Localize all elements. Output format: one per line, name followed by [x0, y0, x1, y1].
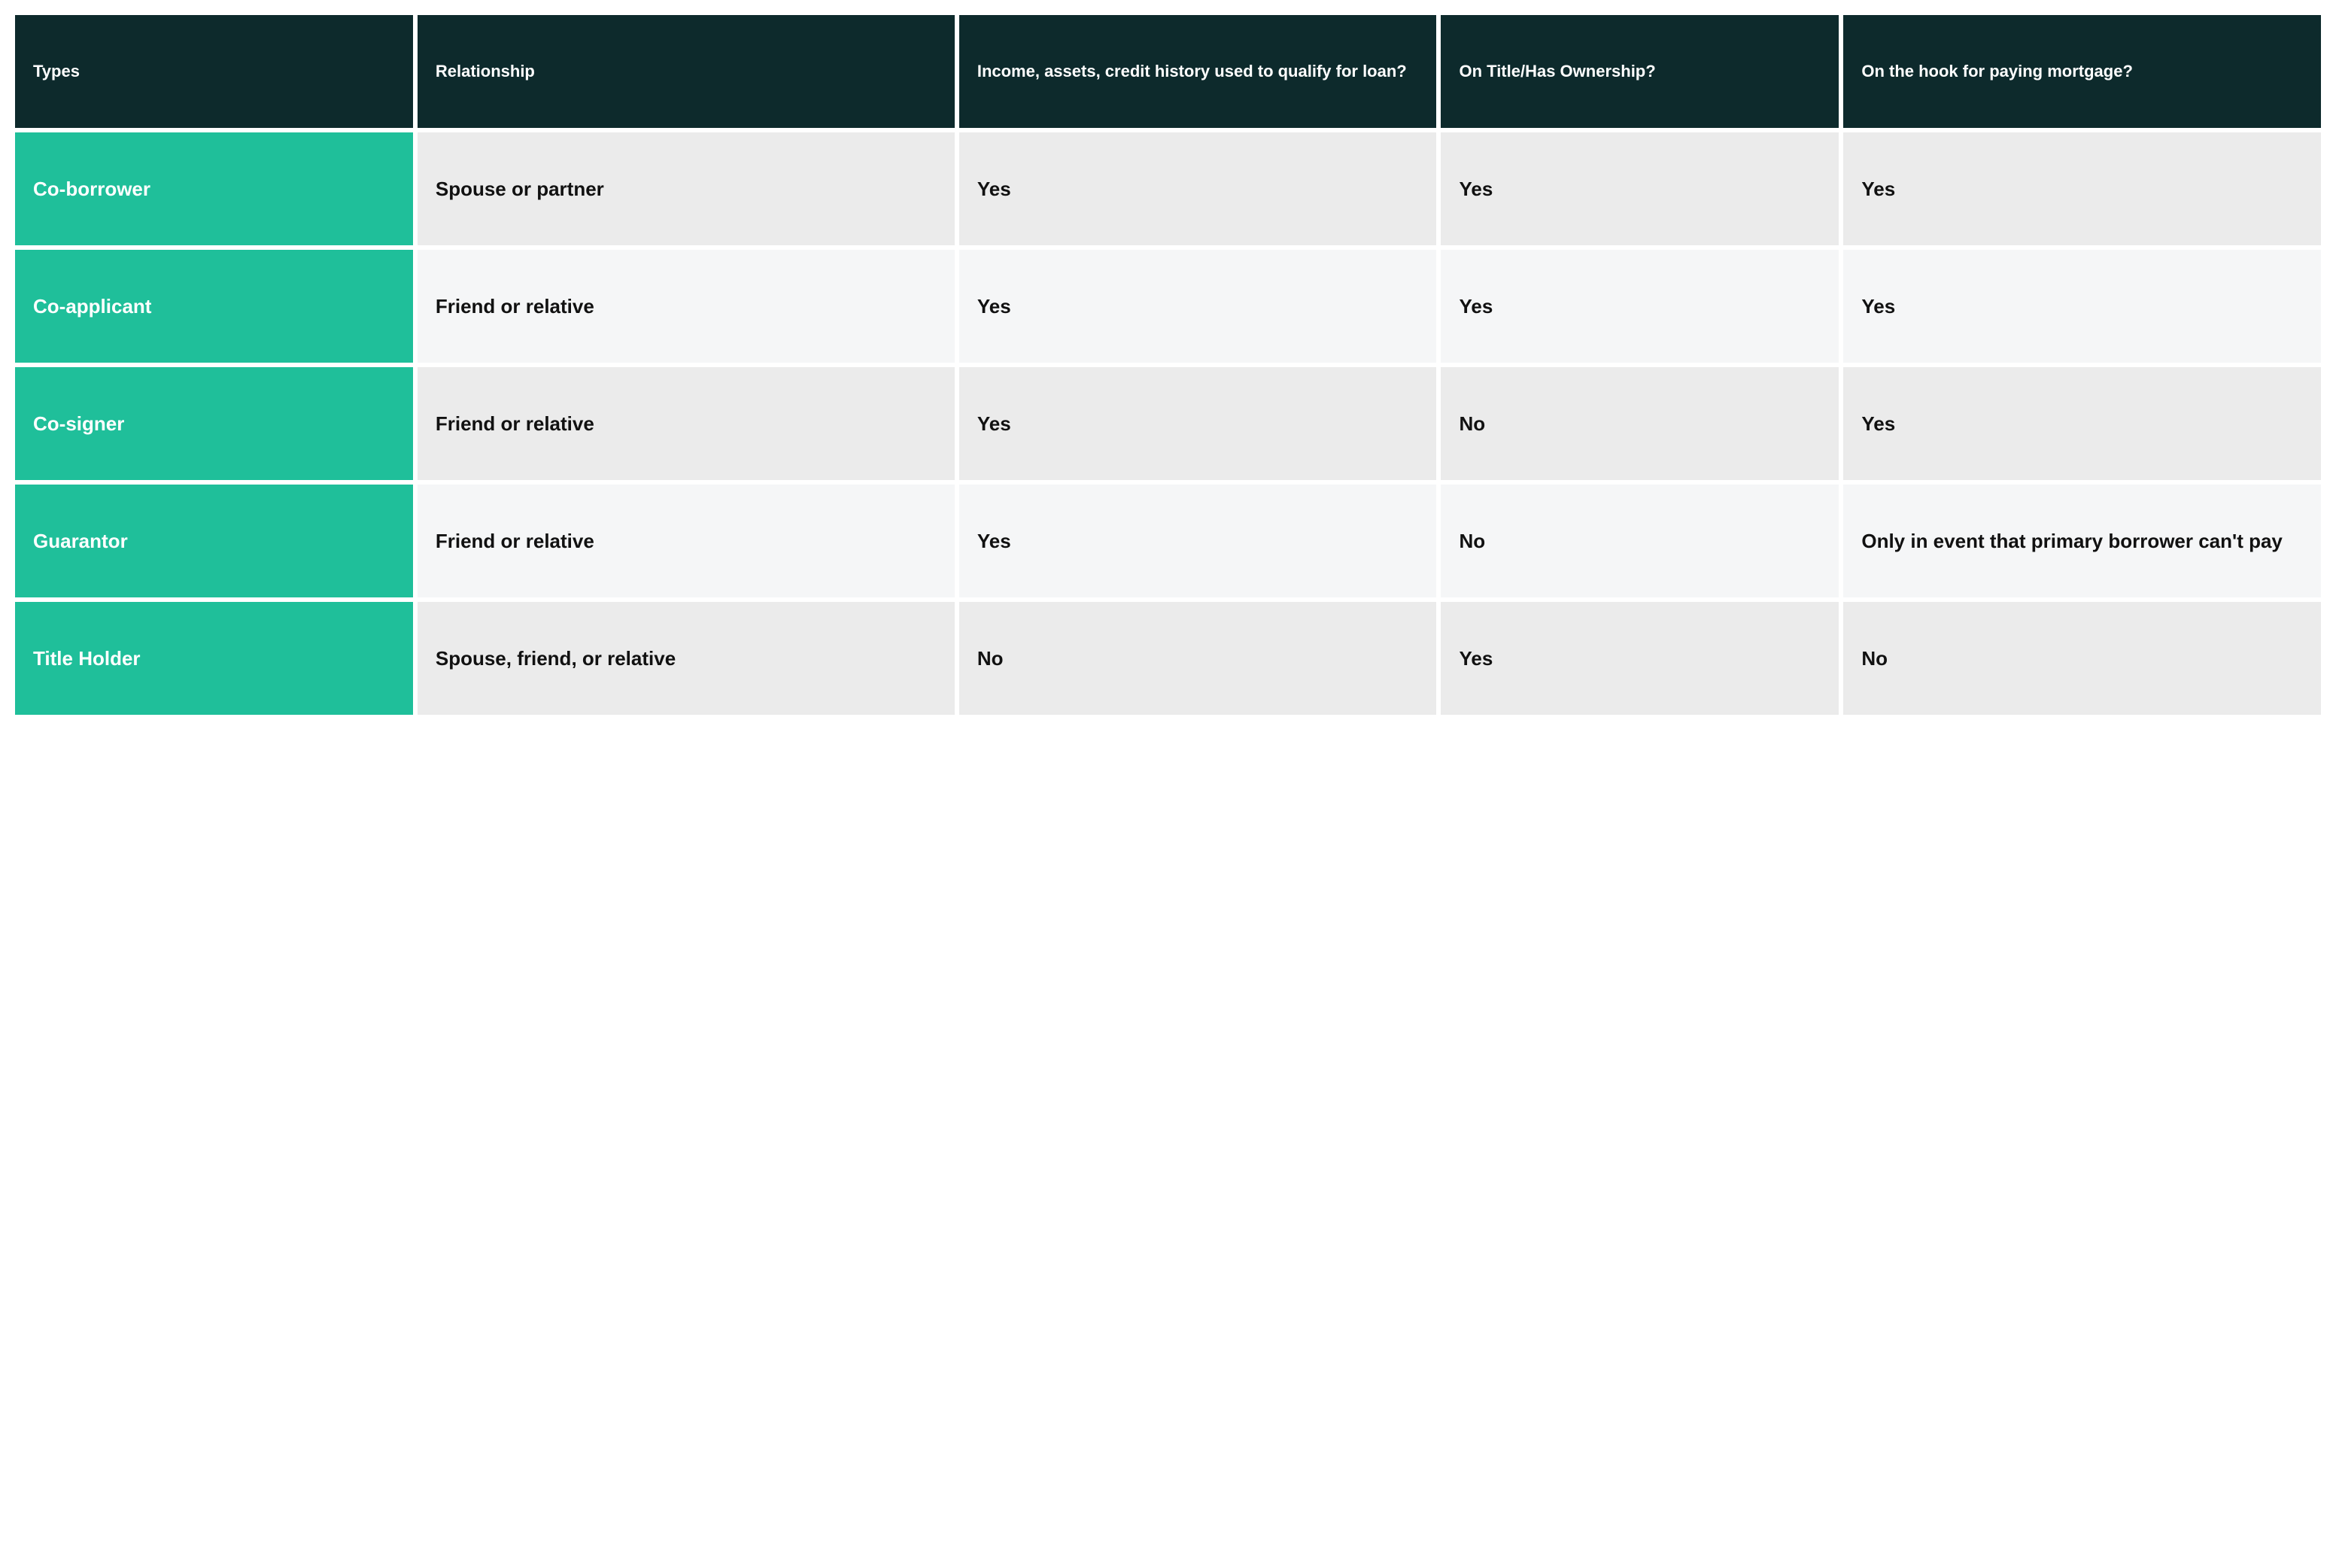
cell-relationship: Friend or relative [418, 250, 955, 363]
cell-type: Title Holder [15, 602, 413, 715]
cell-qualify: Yes [959, 250, 1437, 363]
table-header-row: Types Relationship Income, assets, credi… [15, 15, 2321, 128]
cell-ownership: Yes [1441, 132, 1839, 245]
cell-hook: Yes [1843, 367, 2321, 480]
cell-relationship: Friend or relative [418, 485, 955, 597]
table-row: Co-applicant Friend or relative Yes Yes … [15, 250, 2321, 363]
table-row: Co-borrower Spouse or partner Yes Yes Ye… [15, 132, 2321, 245]
cell-type: Co-applicant [15, 250, 413, 363]
cell-hook: Only in event that primary borrower can'… [1843, 485, 2321, 597]
col-header-types: Types [15, 15, 413, 128]
col-header-relationship: Relationship [418, 15, 955, 128]
cell-ownership: No [1441, 367, 1839, 480]
cell-qualify: No [959, 602, 1437, 715]
table-row: Co-signer Friend or relative Yes No Yes [15, 367, 2321, 480]
cell-relationship: Spouse, friend, or relative [418, 602, 955, 715]
cell-relationship: Spouse or partner [418, 132, 955, 245]
col-header-hook: On the hook for paying mortgage? [1843, 15, 2321, 128]
cell-hook: No [1843, 602, 2321, 715]
cell-ownership: Yes [1441, 602, 1839, 715]
cell-type: Co-signer [15, 367, 413, 480]
cell-type: Co-borrower [15, 132, 413, 245]
cell-ownership: Yes [1441, 250, 1839, 363]
cell-qualify: Yes [959, 485, 1437, 597]
table-row: Guarantor Friend or relative Yes No Only… [15, 485, 2321, 597]
col-header-qualify: Income, assets, credit history used to q… [959, 15, 1437, 128]
cell-qualify: Yes [959, 132, 1437, 245]
cell-qualify: Yes [959, 367, 1437, 480]
cell-relationship: Friend or relative [418, 367, 955, 480]
cell-type: Guarantor [15, 485, 413, 597]
cell-ownership: No [1441, 485, 1839, 597]
table-row: Title Holder Spouse, friend, or relative… [15, 602, 2321, 715]
cell-hook: Yes [1843, 132, 2321, 245]
mortgage-roles-table: Types Relationship Income, assets, credi… [15, 15, 2321, 715]
cell-hook: Yes [1843, 250, 2321, 363]
col-header-ownership: On Title/Has Ownership? [1441, 15, 1839, 128]
